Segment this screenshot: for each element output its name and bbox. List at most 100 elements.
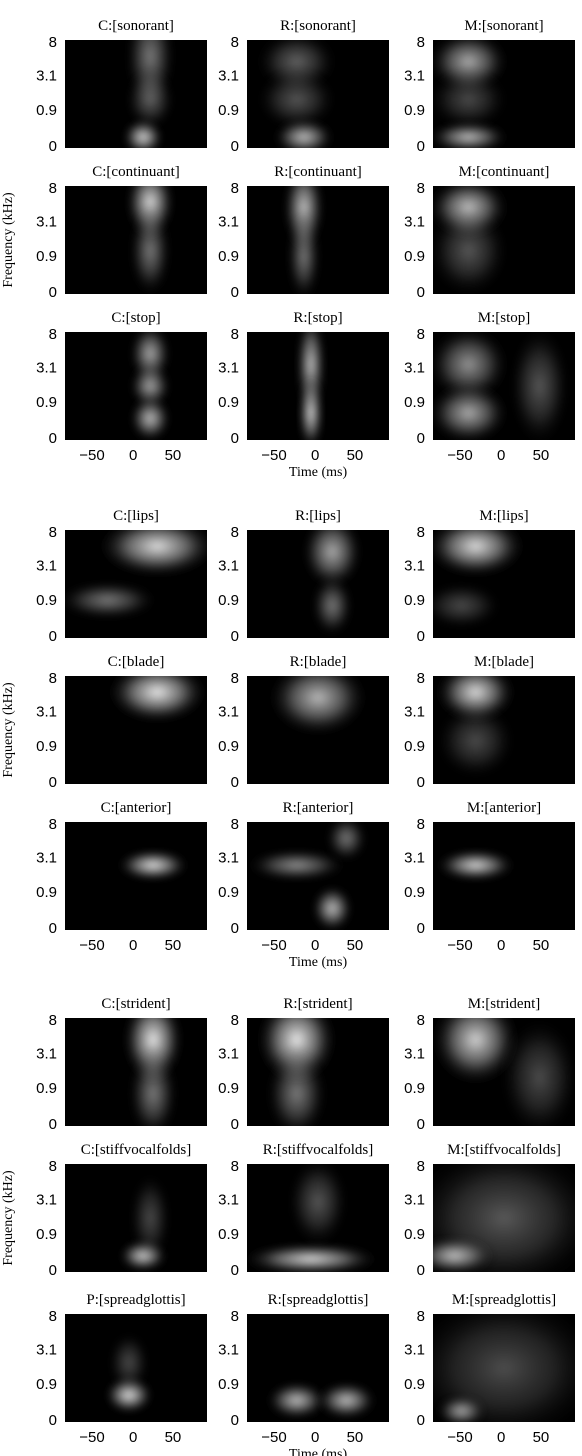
x-tick-label: 0	[497, 937, 505, 954]
y-tick-label: 0.9	[218, 102, 239, 119]
panel-title: C:[strident]	[101, 996, 170, 1012]
heatmap-blob	[433, 1164, 575, 1272]
heatmap	[126, 186, 175, 294]
y-tick-label: 3.1	[404, 214, 425, 231]
panel-title: M:[strident]	[468, 996, 541, 1012]
y-tick-label: 0.9	[404, 102, 425, 119]
heatmap-blob	[499, 1018, 575, 1126]
x-tick-label: 50	[347, 1429, 364, 1446]
panel-title: R:[sonorant]	[280, 18, 356, 34]
y-tick-label: 3.1	[218, 850, 239, 867]
y-axis-label: Frequency (kHz)	[1, 192, 16, 288]
y-tick-label: 0	[49, 1116, 57, 1133]
y-tick-label: 0	[49, 920, 57, 937]
y-tick-label: 8	[417, 180, 425, 197]
y-tick-label: 0.9	[404, 248, 425, 265]
y-tick-label: 8	[231, 1308, 239, 1325]
y-tick-label: 0	[231, 1412, 239, 1429]
x-tick-label: 50	[347, 937, 364, 954]
panel-title: M:[stiffvocalfolds]	[447, 1142, 561, 1158]
heatmap-blob	[433, 382, 509, 440]
y-tick-label: 0	[231, 1116, 239, 1133]
heatmap	[296, 332, 325, 440]
heatmap	[117, 850, 189, 881]
x-tick-label: 0	[129, 447, 137, 464]
y-tick-label: 0.9	[218, 394, 239, 411]
heatmap	[123, 40, 175, 148]
heatmap-blob	[247, 1243, 381, 1272]
y-tick-label: 0	[231, 284, 239, 301]
heatmap	[433, 40, 509, 148]
heatmap-blob	[97, 530, 207, 577]
y-tick-label: 8	[231, 1158, 239, 1175]
heatmap	[256, 1018, 337, 1126]
y-tick-label: 3.1	[404, 360, 425, 377]
heatmap-blob	[312, 575, 353, 636]
y-tick-label: 0	[417, 430, 425, 447]
panel-title: M:[anterior]	[467, 800, 541, 816]
x-tick-label: 50	[347, 447, 364, 464]
heatmap-blob	[130, 205, 171, 294]
y-tick-label: 3.1	[404, 850, 425, 867]
panel-title: C:[lips]	[113, 508, 159, 524]
heatmap	[433, 1164, 575, 1272]
y-tick-label: 0	[49, 430, 57, 447]
x-tick-label: −50	[447, 937, 472, 954]
y-tick-label: 0	[417, 284, 425, 301]
heatmap	[433, 530, 526, 629]
x-tick-label: 50	[165, 1429, 182, 1446]
y-tick-label: 8	[231, 524, 239, 541]
y-tick-label: 0	[417, 138, 425, 155]
y-tick-label: 8	[231, 34, 239, 51]
y-tick-label: 0	[231, 430, 239, 447]
y-tick-label: 8	[49, 180, 57, 197]
y-tick-label: 0	[417, 1116, 425, 1133]
heatmap-blob	[126, 69, 175, 130]
y-tick-label: 3.1	[404, 1046, 425, 1063]
y-tick-label: 0	[49, 1262, 57, 1279]
x-tick-label: −50	[79, 937, 104, 954]
y-tick-label: 0	[49, 138, 57, 155]
heatmap-blob	[130, 1172, 171, 1264]
y-tick-label: 0.9	[218, 1376, 239, 1393]
y-tick-label: 3.1	[218, 1046, 239, 1063]
y-tick-label: 0.9	[218, 738, 239, 755]
x-tick-label: −50	[261, 447, 286, 464]
y-tick-label: 0.9	[36, 248, 57, 265]
panel-title: M:[stop]	[478, 310, 531, 326]
y-axis-label: Frequency (kHz)	[1, 682, 16, 778]
panel-title: R:[blade]	[290, 654, 347, 670]
heatmap-blob	[312, 885, 353, 930]
panel-title: R:[anterior]	[283, 800, 354, 816]
heatmap	[119, 1172, 171, 1271]
y-tick-label: 3.1	[218, 214, 239, 231]
y-tick-label: 3.1	[404, 68, 425, 85]
y-tick-label: 3.1	[404, 1192, 425, 1209]
x-tick-label: −50	[79, 447, 104, 464]
y-tick-label: 0	[231, 628, 239, 645]
y-tick-label: 8	[417, 326, 425, 343]
panel-title: M:[blade]	[474, 654, 534, 670]
heatmap	[247, 1164, 381, 1272]
x-tick-label: −50	[79, 1429, 104, 1446]
y-tick-label: 8	[231, 180, 239, 197]
heatmap-blob	[247, 850, 347, 881]
y-tick-label: 0.9	[404, 1080, 425, 1097]
x-tick-label: 50	[165, 937, 182, 954]
heatmap-blob	[433, 69, 509, 130]
heatmap-blob	[509, 332, 570, 440]
y-tick-label: 3.1	[36, 704, 57, 721]
y-tick-label: 3.1	[36, 1342, 57, 1359]
panel-title: R:[lips]	[295, 508, 341, 524]
heatmap	[65, 530, 207, 619]
y-tick-label: 0.9	[218, 884, 239, 901]
heatmap-blob	[130, 395, 171, 440]
heatmap	[435, 850, 516, 881]
y-tick-label: 0	[417, 1262, 425, 1279]
x-tick-label: 50	[533, 447, 550, 464]
y-tick-label: 0.9	[404, 738, 425, 755]
y-tick-label: 8	[417, 1308, 425, 1325]
y-tick-label: 0.9	[36, 592, 57, 609]
y-tick-label: 0.9	[36, 884, 57, 901]
y-tick-label: 0.9	[404, 1376, 425, 1393]
